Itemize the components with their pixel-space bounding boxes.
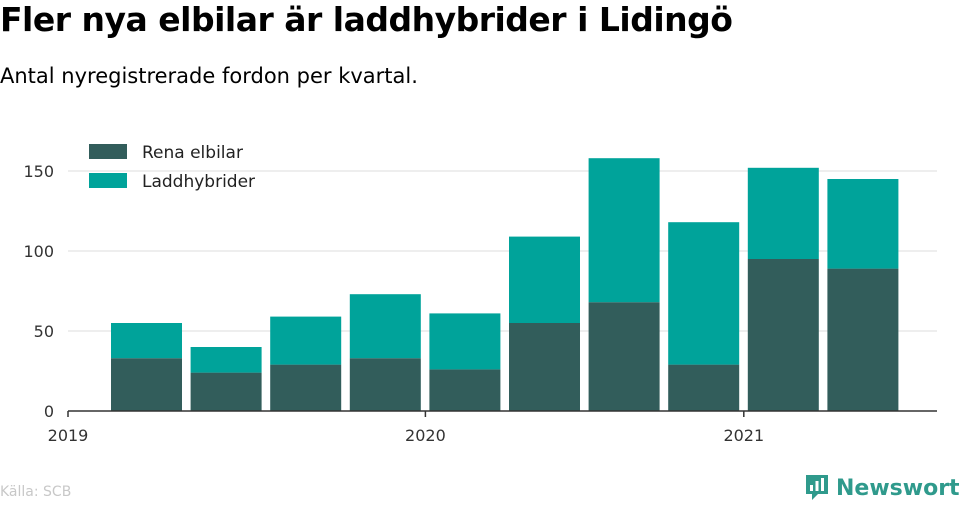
bar-rena-elbilar-9	[827, 268, 899, 411]
legend-swatch-1	[89, 173, 127, 188]
bar-rena-elbilar-4	[429, 369, 501, 411]
bar-laddhybrider-4	[429, 313, 501, 370]
legend-swatch-0	[89, 144, 127, 159]
bar-rena-elbilar-6	[588, 302, 660, 411]
bar-laddhybrider-7	[668, 222, 740, 365]
stacked-bar-chart: 0 50 100 150 2019 2020 2021 Rena elbilar Laddhy…	[23, 143, 937, 445]
legend-label-1: Laddhybrider	[142, 172, 255, 192]
x-tick-label-2020: 2020	[405, 426, 446, 445]
y-tick-label-0: 0	[44, 402, 54, 421]
newsworthy-logo-icon	[806, 475, 828, 500]
bar-laddhybrider-6	[588, 158, 660, 303]
bar-laddhybrider-8	[747, 167, 819, 259]
chart-title: Fler nya elbilar är laddhybrider i Lidin…	[0, 0, 733, 39]
legend: Rena elbilar Laddhybrider	[89, 143, 255, 192]
axes: 0 50 100 150 2019 2020 2021	[23, 162, 937, 445]
bar-rena-elbilar-3	[349, 358, 421, 411]
bar-laddhybrider-2	[270, 316, 342, 365]
bar-laddhybrider-9	[827, 179, 899, 269]
bar-laddhybrider-0	[111, 323, 182, 359]
bar-rena-elbilar-7	[668, 364, 740, 411]
x-tick-label-2021: 2021	[723, 426, 764, 445]
bar-rena-elbilar-0	[111, 358, 182, 411]
chart-subtitle: Antal nyregistrerade fordon per kvartal.	[0, 64, 418, 88]
bar-rena-elbilar-8	[747, 259, 819, 411]
y-tick-label-50: 50	[34, 322, 54, 341]
bar-laddhybrider-3	[349, 294, 421, 359]
bar-rena-elbilar-5	[509, 323, 580, 411]
bar-rena-elbilar-2	[270, 364, 342, 411]
x-tick-label-2019: 2019	[48, 426, 89, 445]
brand-name: Newsworthy	[836, 475, 960, 501]
bar-laddhybrider-1	[190, 347, 262, 373]
y-tick-label-100: 100	[23, 242, 54, 261]
legend-label-0: Rena elbilar	[142, 143, 243, 163]
source-note: Källa: SCB	[0, 484, 72, 500]
bar-rena-elbilar-1	[190, 372, 262, 411]
y-tick-label-150: 150	[23, 162, 54, 181]
brand-logo[interactable]: Newsworthy	[804, 474, 960, 502]
bar-laddhybrider-5	[509, 236, 580, 323]
bars	[111, 158, 899, 411]
